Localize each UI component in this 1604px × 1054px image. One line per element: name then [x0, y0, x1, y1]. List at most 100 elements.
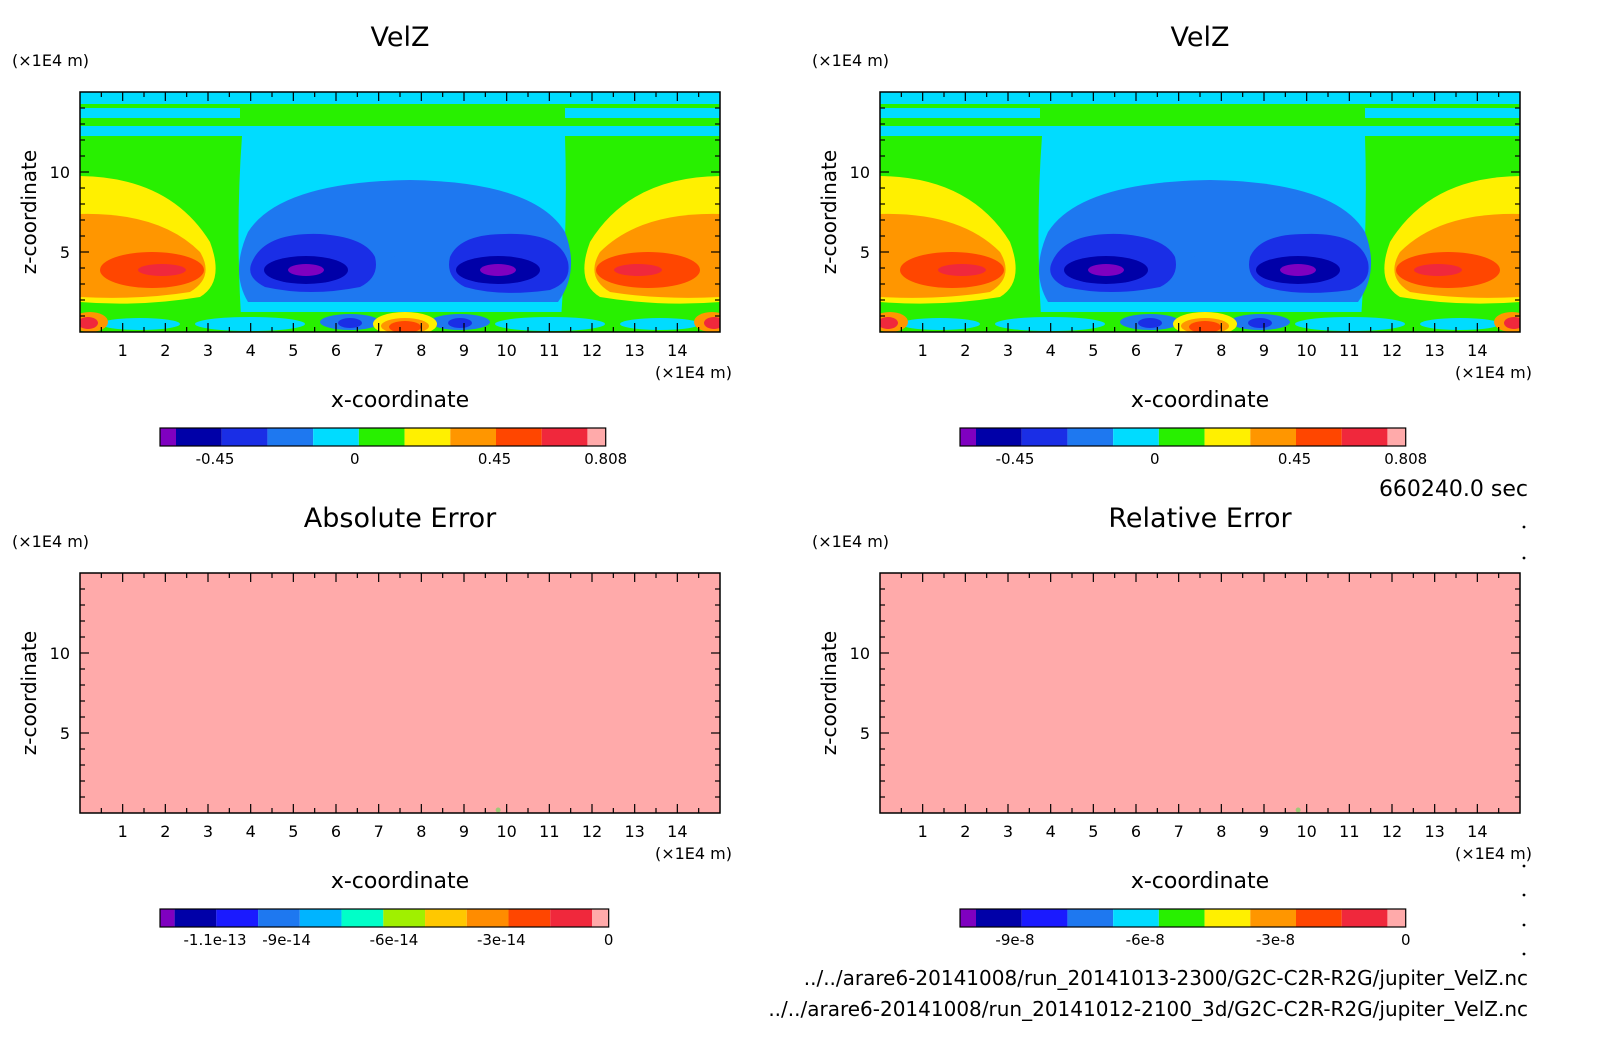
contour-field — [80, 92, 720, 332]
x-tick-label: 8 — [1216, 341, 1226, 360]
contour-region — [1420, 318, 1500, 330]
x-axis-label: x-coordinate — [331, 869, 469, 894]
colorbar-frame — [959, 427, 1407, 447]
x-tick-label: 7 — [1174, 822, 1184, 841]
x-tick-label: 12 — [1382, 341, 1402, 360]
colorbar-segment — [976, 909, 1022, 927]
x-tick-label: 10 — [496, 341, 516, 360]
contour-region — [704, 317, 720, 329]
contour-region — [383, 255, 427, 279]
colorbar-segment — [1296, 428, 1342, 446]
colorbar-tick-label: -0.45 — [196, 450, 235, 468]
x-tick-label: 14 — [1467, 822, 1487, 841]
contour-region — [620, 318, 700, 330]
x-tick-label: 6 — [331, 822, 341, 841]
colorbar-segment — [383, 909, 426, 927]
colorbar-segment — [1387, 909, 1406, 927]
y-tick-label: 5 — [60, 243, 70, 262]
colorbar-segment — [508, 909, 551, 927]
y-unit-label: (×1E4 m) — [812, 532, 889, 551]
x-tick-label: 10 — [1296, 822, 1316, 841]
panel-2: VelZ(×1E4 m)1 2 3 4 5 6 7 8 9 10 11 12 13 14510(×1E4 … — [812, 22, 1532, 468]
colorbar-tick-label: -3e-8 — [1256, 931, 1295, 949]
contour-region — [1295, 317, 1405, 331]
colorbar-segment — [592, 909, 609, 927]
x-tick-label: 9 — [459, 341, 469, 360]
colorbar-frame — [959, 908, 1407, 928]
contour-region — [1040, 104, 1365, 126]
colorbar-segment — [1250, 909, 1296, 927]
time-label: 660240.0 sec — [1379, 477, 1528, 502]
x-tick-label: 10 — [1296, 341, 1316, 360]
contour-field — [880, 573, 1520, 813]
colorbar-tick-label: 0.45 — [478, 450, 511, 468]
colorbar-segment — [313, 428, 359, 446]
contour-region — [1189, 321, 1221, 332]
colorbar-tick-label: 0.45 — [1278, 450, 1311, 468]
x-unit-label: (×1E4 m) — [1455, 363, 1532, 382]
panel-title: Absolute Error — [304, 503, 497, 534]
panel-4: Relative Error(×1E4 m)1 2 3 4 5 6 7 8 9 10 11 12 13 1… — [812, 503, 1532, 949]
y-axis-label: z-coordinate — [817, 631, 841, 755]
x-axis-label: x-coordinate — [1131, 388, 1269, 413]
x-unit-label: (×1E4 m) — [655, 844, 732, 863]
contour-region — [80, 126, 720, 136]
contour-field — [880, 92, 1520, 332]
colorbar-segment — [960, 909, 976, 927]
contour-region — [1138, 318, 1162, 328]
panel-title: VelZ — [371, 22, 430, 53]
y-tick-label: 10 — [50, 644, 70, 663]
colorbar-segment — [1113, 428, 1159, 446]
margin-dots — [1522, 525, 1526, 956]
x-tick-label: 11 — [539, 822, 559, 841]
x-tick-label: 4 — [246, 341, 256, 360]
contour-region — [880, 317, 898, 329]
colorbar-segment — [1067, 428, 1114, 446]
x-tick-label: 3 — [203, 341, 213, 360]
x-tick-label: 2 — [160, 341, 170, 360]
contour-region — [138, 264, 186, 276]
colorbar-segment — [221, 428, 268, 446]
x-tick-label: 8 — [416, 341, 426, 360]
x-tick-label: 6 — [1131, 822, 1141, 841]
x-tick-label: 13 — [1424, 822, 1444, 841]
x-tick-label: 5 — [288, 341, 298, 360]
colorbar-segment — [1341, 909, 1388, 927]
colorbar-tick-label: 0 — [604, 931, 614, 949]
colorbar-segment — [1387, 428, 1406, 446]
contour-field — [80, 573, 720, 813]
x-tick-label: 5 — [1088, 822, 1098, 841]
x-tick-label: 3 — [1003, 341, 1013, 360]
y-tick-label: 5 — [60, 724, 70, 743]
colorbar-segment — [299, 909, 342, 927]
x-tick-label: 1 — [918, 341, 928, 360]
x-tick-label: 13 — [624, 822, 644, 841]
contour-speck — [1295, 807, 1301, 813]
contour-region — [995, 317, 1105, 331]
x-tick-label: 12 — [582, 822, 602, 841]
y-tick-label: 10 — [850, 644, 870, 663]
x-tick-label: 10 — [496, 822, 516, 841]
x-tick-label: 9 — [459, 822, 469, 841]
colorbar-frame — [159, 908, 610, 928]
panel-title: VelZ — [1171, 22, 1230, 53]
colorbar-segment — [267, 428, 314, 446]
x-tick-label: 11 — [1339, 822, 1359, 841]
x-tick-label: 8 — [416, 822, 426, 841]
contour-region — [195, 317, 305, 331]
x-tick-label: 6 — [331, 341, 341, 360]
file-path-2: ../../arare6-20141008/run_20141012-2100_… — [768, 997, 1528, 1021]
x-tick-label: 3 — [203, 822, 213, 841]
x-tick-label: 2 — [960, 341, 970, 360]
colorbar-segment — [1204, 909, 1251, 927]
colorbar-segment — [541, 428, 588, 446]
contour-region — [240, 104, 565, 126]
contour-region — [1248, 318, 1272, 328]
contour-region — [1504, 317, 1520, 329]
colorbar-segment — [466, 909, 509, 927]
colorbar-segment — [358, 428, 405, 446]
colorbar-tick-label: 0 — [1150, 450, 1160, 468]
colorbar-segment — [1158, 909, 1205, 927]
contour-region — [448, 318, 472, 328]
